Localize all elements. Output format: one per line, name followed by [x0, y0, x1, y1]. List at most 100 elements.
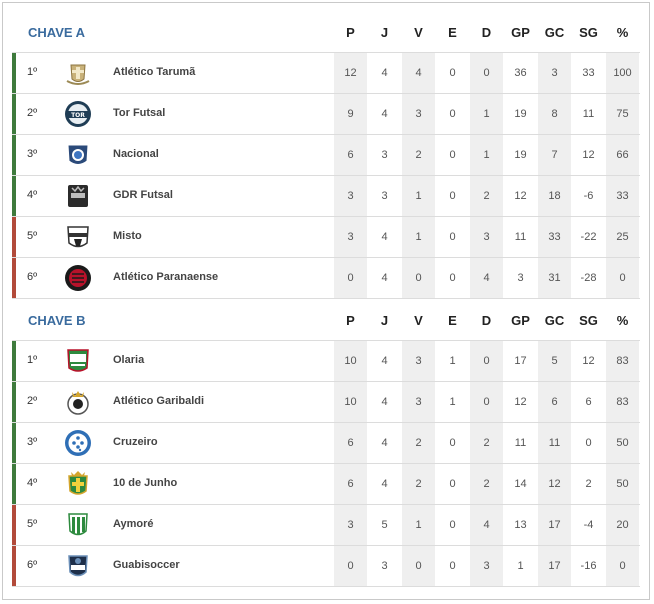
dez-de-junho-crest-icon — [62, 468, 94, 500]
paranaense-crest-icon — [62, 262, 94, 294]
misto-crest-icon — [62, 221, 94, 253]
cell-goals-against: 18 — [538, 176, 571, 216]
team-name[interactable]: Atlético Paranaense — [113, 271, 219, 283]
cell-points: 6 — [334, 135, 367, 175]
eliminate-indicator — [12, 258, 16, 298]
cell-goals-against: 17 — [538, 546, 571, 586]
position: 5º — [27, 230, 38, 242]
cell-goals-against: 3 — [538, 53, 571, 93]
cell-goals-for: 12 — [514, 396, 527, 408]
qualify-indicator — [12, 94, 16, 134]
cell-games: 4 — [381, 396, 388, 408]
guabi-crest-icon — [62, 550, 94, 582]
eliminate-indicator — [12, 505, 16, 545]
group-a: CHAVE A P J V E D GP GC SG% 12 4 4 0 0 36 3 33 100 1º Atlét… — [12, 12, 640, 299]
cell-goals-against: 8 — [538, 94, 571, 134]
team-name[interactable]: Atlético Tarumã — [113, 66, 196, 78]
column-header-losses: D — [481, 313, 492, 328]
table-row[interactable]: 0 3 0 0 3 1 17 -16 0 6º Guabisoccer — [12, 546, 640, 587]
team-name[interactable]: Cruzeiro — [113, 436, 158, 448]
cell-wins: 2 — [402, 464, 435, 504]
cell-points: 12 — [334, 53, 367, 93]
position: 2º — [27, 107, 38, 119]
cell-wins: 1 — [402, 505, 435, 545]
cell-draws: 0 — [449, 190, 456, 202]
gdr-crest-icon — [62, 180, 94, 212]
column-header-points: P — [346, 313, 355, 328]
cell-losses: 3 — [470, 546, 503, 586]
qualify-indicator — [12, 176, 16, 216]
olaria-crest-icon — [62, 345, 94, 377]
table-row[interactable]: 6 3 2 0 1 19 7 12 66 3º Nacional — [12, 135, 640, 176]
team-name[interactable]: Misto — [113, 230, 142, 242]
cell-games: 4 — [381, 67, 388, 79]
cell-goals-against: 12 — [538, 464, 571, 504]
column-header-goals-for: GP — [511, 313, 530, 328]
cell-wins: 3 — [402, 382, 435, 422]
column-header-draws: E — [448, 25, 457, 40]
cell-goal-diff: 12 — [582, 355, 595, 367]
cell-percent: 33 — [606, 176, 639, 216]
cell-losses: 4 — [470, 258, 503, 298]
cell-goals-for: 1 — [517, 560, 524, 572]
cell-wins: 1 — [402, 217, 435, 257]
table-row[interactable]: 10 4 3 1 0 12 6 6 83 2º Atlético Garibaldi — [12, 382, 640, 423]
table-row[interactable]: 6 4 2 0 2 14 12 2 50 4º 10 de Junho — [12, 464, 640, 505]
nacional-crest-icon — [62, 139, 94, 171]
cell-wins: 4 — [402, 53, 435, 93]
cell-draws: 0 — [449, 519, 456, 531]
qualify-indicator — [12, 135, 16, 175]
group-header: CHAVE B P J V E D GP GC SG% — [12, 300, 640, 340]
team-name[interactable]: Atlético Garibaldi — [113, 395, 205, 407]
cell-losses: 4 — [470, 505, 503, 545]
cell-games: 5 — [381, 519, 388, 531]
position: 4º — [27, 189, 38, 201]
cell-wins: 2 — [402, 423, 435, 463]
cell-games: 4 — [381, 478, 388, 490]
cell-goals-against: 5 — [538, 341, 571, 381]
team-name[interactable]: Tor Futsal — [113, 107, 166, 119]
cell-points: 0 — [334, 258, 367, 298]
cell-points: 3 — [334, 217, 367, 257]
cell-percent: 0 — [606, 258, 639, 298]
cell-draws: 0 — [449, 437, 456, 449]
table-row[interactable]: 3 3 1 0 2 12 18 -6 33 4º GDR Futsal — [12, 176, 640, 217]
table-row[interactable]: 3 4 1 0 3 11 33 -22 25 5º Misto — [12, 217, 640, 258]
group-b: CHAVE B P J V E D GP GC SG% 10 4 3 1 0 17 5 12 83 1º Olaria… — [12, 300, 640, 587]
cell-points: 6 — [334, 464, 367, 504]
cell-percent: 0 — [606, 546, 639, 586]
cell-percent: 83 — [606, 341, 639, 381]
position: 6º — [27, 271, 38, 283]
table-row[interactable]: 0 4 0 0 4 3 31 -28 0 6º Atlético Paranaense — [12, 258, 640, 299]
column-header-games: J — [380, 25, 389, 40]
qualify-indicator — [12, 464, 16, 504]
cell-points: 3 — [334, 505, 367, 545]
cell-goals-for: 3 — [517, 272, 524, 284]
qualify-indicator — [12, 423, 16, 463]
team-name[interactable]: Olaria — [113, 354, 145, 366]
cell-goal-diff: -16 — [580, 560, 597, 572]
team-name[interactable]: GDR Futsal — [113, 189, 173, 201]
team-name[interactable]: Aymoré — [113, 518, 154, 530]
cell-wins: 2 — [402, 135, 435, 175]
cell-games: 4 — [381, 231, 388, 243]
cell-points: 0 — [334, 546, 367, 586]
cell-goals-for: 17 — [514, 355, 527, 367]
position: 4º — [27, 477, 38, 489]
column-header-draws: E — [448, 313, 457, 328]
table-row[interactable]: 9 4 3 0 1 19 8 11 75 2º TOR Tor Futsal — [12, 94, 640, 135]
cell-losses: 3 — [470, 217, 503, 257]
table-row[interactable]: 10 4 3 1 0 17 5 12 83 1º Olaria — [12, 340, 640, 382]
qualify-indicator — [12, 382, 16, 422]
team-name[interactable]: 10 de Junho — [113, 477, 178, 489]
team-name[interactable]: Nacional — [113, 148, 159, 160]
table-row[interactable]: 3 5 1 0 4 13 17 -4 20 5º Aymoré — [12, 505, 640, 546]
garibaldi-crest-icon — [62, 386, 94, 418]
table-row[interactable]: 12 4 4 0 0 36 3 33 100 1º Atlético Tarumã — [12, 52, 640, 94]
cell-percent: 25 — [606, 217, 639, 257]
team-name[interactable]: Guabisoccer — [113, 559, 180, 571]
cell-wins: 3 — [402, 341, 435, 381]
table-row[interactable]: 6 4 2 0 2 11 11 0 50 3º Cruzeiro — [12, 423, 640, 464]
column-header-losses: D — [481, 25, 492, 40]
cell-losses: 2 — [470, 464, 503, 504]
